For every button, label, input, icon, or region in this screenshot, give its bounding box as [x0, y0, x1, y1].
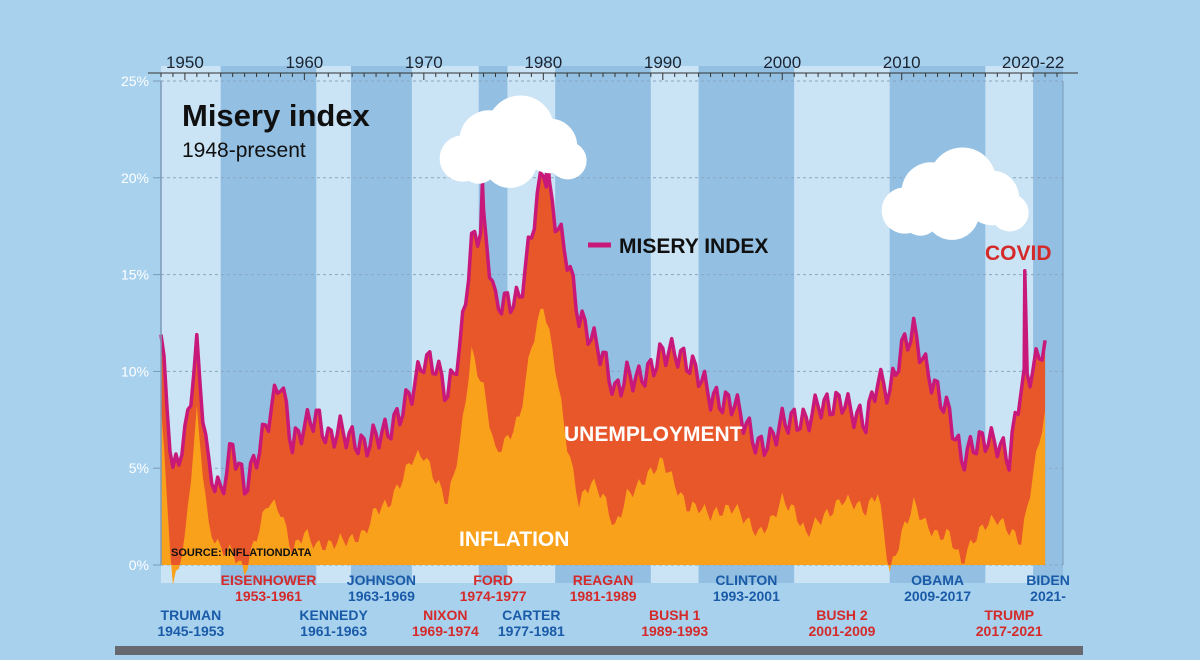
president-name: EISENHOWER [221, 572, 317, 588]
y-tick-label: 0% [129, 557, 149, 573]
bottom-bar [115, 646, 1083, 655]
clouds [439, 95, 1029, 240]
x-tick-label: 2000 [763, 53, 801, 72]
cloud-puff [459, 145, 498, 184]
chart-subtitle: 1948-present [182, 139, 306, 162]
president-years: 2021- [1030, 588, 1066, 604]
president-years: 1993-2001 [713, 588, 780, 604]
president-years: 2001-2009 [809, 623, 876, 639]
cloud-1980s [439, 95, 587, 188]
president-years: 2017-2021 [976, 623, 1043, 639]
cloud-puff [548, 141, 587, 180]
president-name: BUSH 2 [816, 607, 868, 623]
president-name: CARTER [502, 607, 560, 623]
president-name: CLINTON [715, 572, 777, 588]
x-tick-label: 1970 [405, 53, 443, 72]
inflation-area [161, 308, 1046, 585]
inflation-label: INFLATION [459, 528, 569, 551]
president-years: 1963-1969 [348, 588, 415, 604]
president-years: 1989-1993 [641, 623, 708, 639]
president-name: FORD [473, 572, 513, 588]
president-name: TRUMAN [161, 607, 222, 623]
x-tick-label: 2020-22 [1002, 53, 1064, 72]
president-years: 2009-2017 [904, 588, 971, 604]
chart-title: Misery index [182, 98, 371, 133]
president-years: 1974-1977 [460, 588, 527, 604]
president-name: JOHNSON [347, 572, 416, 588]
unemployment-area [161, 172, 1046, 566]
unemployment-label: UNEMPLOYMENT [564, 423, 743, 446]
president-years: 1977-1981 [498, 623, 565, 639]
x-tick-label: 1950 [166, 53, 204, 72]
president-name: OBAMA [911, 572, 964, 588]
data-areas [159, 139, 1047, 585]
president-name: REAGAN [573, 572, 634, 588]
cloud-puff [924, 185, 980, 240]
y-tick-label: 5% [129, 460, 149, 476]
cloud-covid [881, 147, 1029, 240]
y-tick-label: 15% [121, 267, 149, 283]
misery-legend-label: MISERY INDEX [619, 235, 768, 258]
president-years: 1981-1989 [570, 588, 637, 604]
president-years: 1945-1953 [157, 623, 224, 639]
president-name: NIXON [423, 607, 467, 623]
y-tick-label: 10% [121, 363, 149, 379]
axes: 0% 5% 10% 15% 20% 25% 1950 1960 1970 1980 1990 2000… [121, 53, 1064, 573]
x-tick-label: 1990 [644, 53, 682, 72]
y-tick-label: 25% [121, 73, 149, 89]
source-label: SOURCE: INFLATIONDATA [171, 547, 312, 559]
x-tick-label: 1960 [285, 53, 323, 72]
x-tick-label: 1980 [524, 53, 562, 72]
president-name: BIDEN [1026, 572, 1070, 588]
president-years: 1969-1974 [412, 623, 479, 639]
cloud-puff [990, 193, 1029, 232]
cloud-puff [482, 133, 538, 188]
president-years: 1961-1963 [300, 623, 367, 639]
president-name: BUSH 1 [649, 607, 701, 623]
president-name: TRUMP [984, 607, 1034, 623]
y-tick-label: 20% [121, 170, 149, 186]
misery-line [159, 139, 1047, 496]
president-name: KENNEDY [299, 607, 368, 623]
president-years: 1953-1961 [235, 588, 302, 604]
x-tick-label: 2010 [883, 53, 921, 72]
cloud-puff [901, 197, 940, 236]
covid-label: COVID [985, 242, 1052, 265]
